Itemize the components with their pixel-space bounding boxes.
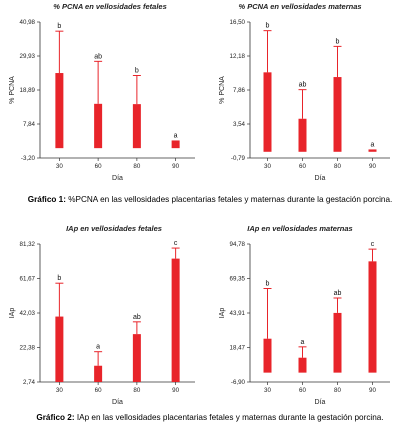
chart-canvas: -3,20 7,84 18,89 29,93 40,98 30 b 60 ab 80 b 90 a Día… [9, 19, 195, 182]
x-tick-label: 60 [299, 387, 306, 394]
y-tick-label: -6,90 [231, 379, 246, 386]
y-axis-label: % PCNA [219, 76, 226, 104]
bar [94, 103, 103, 149]
x-tick-label: 60 [95, 163, 102, 170]
chart-iap-fetal: IAp en vellosidades fetales 2,74 22,38 42,… [0, 218, 210, 408]
caption-text: IAp en las vellosidades placentarias fet… [74, 413, 384, 422]
chart-pcna-maternal: % PCNA en vellosidades maternas -0,79 3,5… [210, 0, 420, 195]
x-axis-label: Día [315, 175, 326, 182]
chart-title: % PCNA en vellosidades maternas [238, 2, 362, 11]
bar [132, 104, 141, 149]
bar [263, 72, 272, 152]
y-tick-label: 29,93 [20, 53, 36, 60]
bar [333, 77, 342, 152]
significance-letter: b [266, 280, 270, 287]
significance-letter: ab [94, 53, 102, 60]
significance-letter: ab [133, 314, 141, 321]
y-axis-label: % PCNA [9, 76, 16, 104]
y-tick-label: -3,20 [21, 155, 36, 162]
y-tick-label: 22,38 [20, 345, 36, 352]
chart-canvas: 2,74 22,38 42,03 61,67 81,32 30 b 60 a 80 ab 90 c Día… [9, 240, 195, 406]
y-axis-label: IAp [219, 308, 226, 319]
y-tick-label: 7,86 [233, 87, 246, 94]
x-tick-label: 60 [299, 163, 306, 170]
y-tick-label: 7,84 [23, 121, 36, 128]
caption-text: %PCNA en las vellosidades placentarias f… [65, 195, 393, 204]
y-tick-label: 42,03 [20, 310, 36, 317]
significance-letter: b [135, 68, 139, 75]
caption-label: Gráfico 1: [27, 195, 66, 204]
caption-label: Gráfico 2: [36, 413, 75, 422]
bar [298, 118, 307, 152]
chart-title: IAp en vellosidades maternas [247, 224, 353, 233]
x-tick-label: 30 [264, 387, 271, 394]
significance-letter: a [96, 344, 100, 351]
x-axis-label: Día [315, 399, 326, 406]
significance-letter: a [301, 339, 305, 346]
bar [368, 149, 377, 152]
y-tick-label: 2,74 [23, 379, 36, 386]
significance-letter: ab [299, 82, 307, 89]
significance-letter: b [336, 38, 340, 45]
x-tick-label: 80 [334, 387, 341, 394]
significance-letter: c [371, 241, 375, 248]
y-tick-label: 18,47 [230, 345, 246, 352]
x-tick-label: 30 [264, 163, 271, 170]
chart-canvas: -6,90 18,47 43,91 69,35 94,78 30 b 60 a 80 ab 90 c Dí… [219, 241, 390, 406]
caption-1: Gráfico 1: %PCNA en las vellosidades pla… [4, 195, 416, 204]
significance-letter: b [57, 275, 61, 282]
y-tick-label: 40,98 [20, 19, 36, 26]
x-tick-label: 90 [369, 387, 376, 394]
bar [171, 140, 180, 149]
chart-pcna-fetal: % PCNA en vellosidades fetales -3,20 7,84… [0, 0, 210, 195]
bar [263, 338, 272, 373]
bar [132, 334, 141, 382]
y-tick-label: 81,32 [20, 241, 36, 248]
chart-title: IAp en vellosidades fetales [66, 224, 162, 233]
x-tick-label: 80 [133, 387, 140, 394]
x-tick-label: 80 [133, 163, 140, 170]
caption-2: Gráfico 2: IAp en las vellosidades place… [4, 413, 416, 422]
y-tick-label: 61,67 [20, 276, 36, 283]
chart-iap-maternal: IAp en vellosidades maternas -6,90 18,47 4… [210, 218, 420, 408]
x-tick-label: 30 [56, 163, 63, 170]
significance-letter: a [371, 141, 375, 148]
x-tick-label: 30 [56, 387, 63, 394]
significance-letter: b [266, 23, 270, 30]
chart-title: % PCNA en vellosidades fetales [53, 2, 167, 11]
chart-canvas: -0,79 3,54 7,86 12,18 16,50 30 b 60 ab 80 b 90 a Día%… [219, 19, 390, 182]
bar [94, 365, 103, 382]
y-tick-label: 16,50 [230, 19, 246, 26]
x-axis-label: Día [112, 399, 123, 406]
x-tick-label: 60 [95, 387, 102, 394]
y-tick-label: 12,18 [230, 53, 246, 60]
x-tick-label: 90 [172, 387, 179, 394]
significance-letter: ab [334, 290, 342, 297]
y-tick-label: -0,79 [231, 155, 246, 162]
y-tick-label: 3,54 [233, 121, 246, 128]
y-tick-label: 43,91 [230, 310, 246, 317]
bar [333, 312, 342, 373]
y-tick-label: 18,89 [20, 87, 36, 94]
significance-letter: c [174, 240, 178, 247]
significance-letter: a [174, 132, 178, 139]
y-tick-label: 94,78 [230, 241, 246, 248]
bar [171, 258, 180, 382]
x-tick-label: 90 [369, 163, 376, 170]
y-tick-label: 69,35 [230, 276, 246, 283]
y-axis-label: IAp [9, 308, 16, 319]
bar [298, 357, 307, 373]
bar [55, 73, 64, 149]
x-tick-label: 90 [172, 163, 179, 170]
x-axis-label: Día [112, 175, 123, 182]
bar [55, 316, 64, 382]
significance-letter: b [57, 23, 61, 30]
x-tick-label: 80 [334, 163, 341, 170]
bar [368, 261, 377, 373]
